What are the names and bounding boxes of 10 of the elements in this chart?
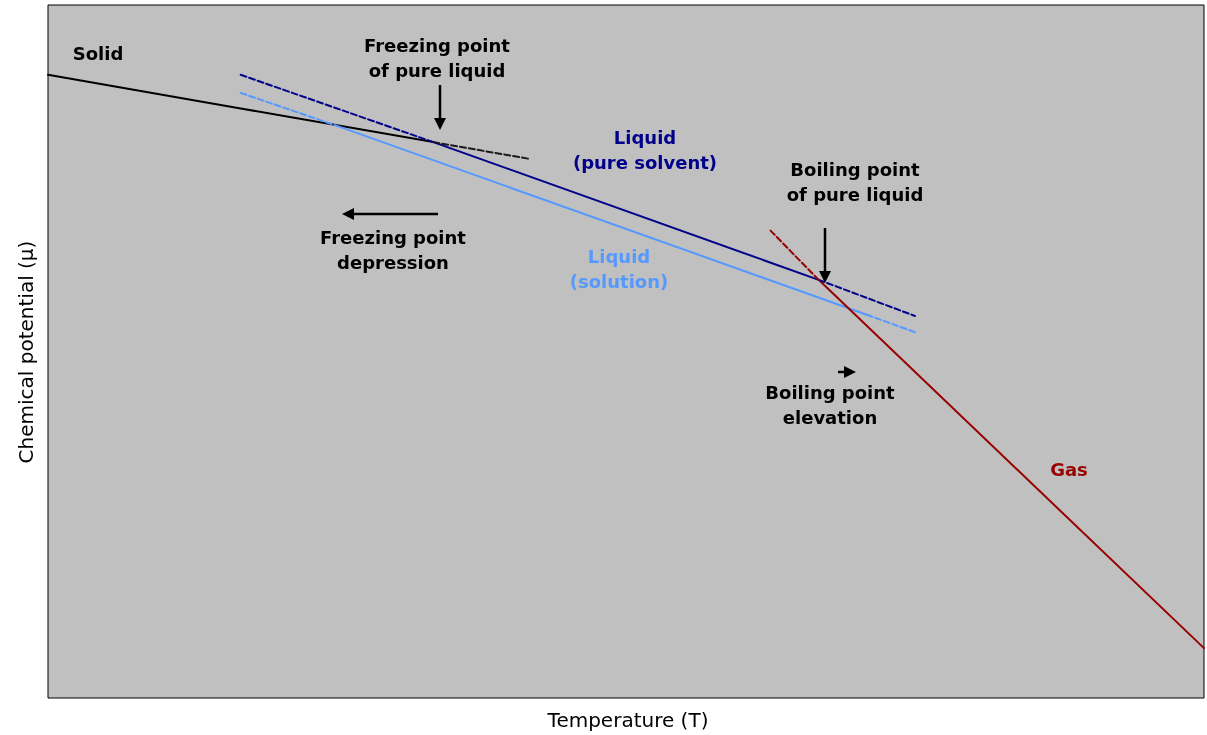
annotation: Boiling point elevation [765, 382, 896, 428]
y-axis-title: Chemical potential (μ) [14, 240, 38, 464]
series-label: Solid [72, 42, 124, 64]
series-label: Gas [1050, 458, 1088, 480]
series-label: Liquid (solution) [569, 246, 669, 292]
series-label: Liquid (pure solvent) [572, 127, 718, 173]
annotation: Boiling point of pure liquid [786, 159, 924, 205]
annotation: Freezing point of pure liquid [364, 35, 511, 81]
annotation: Freezing point depression [320, 227, 467, 273]
x-axis-title: Temperature (T) [546, 708, 709, 732]
